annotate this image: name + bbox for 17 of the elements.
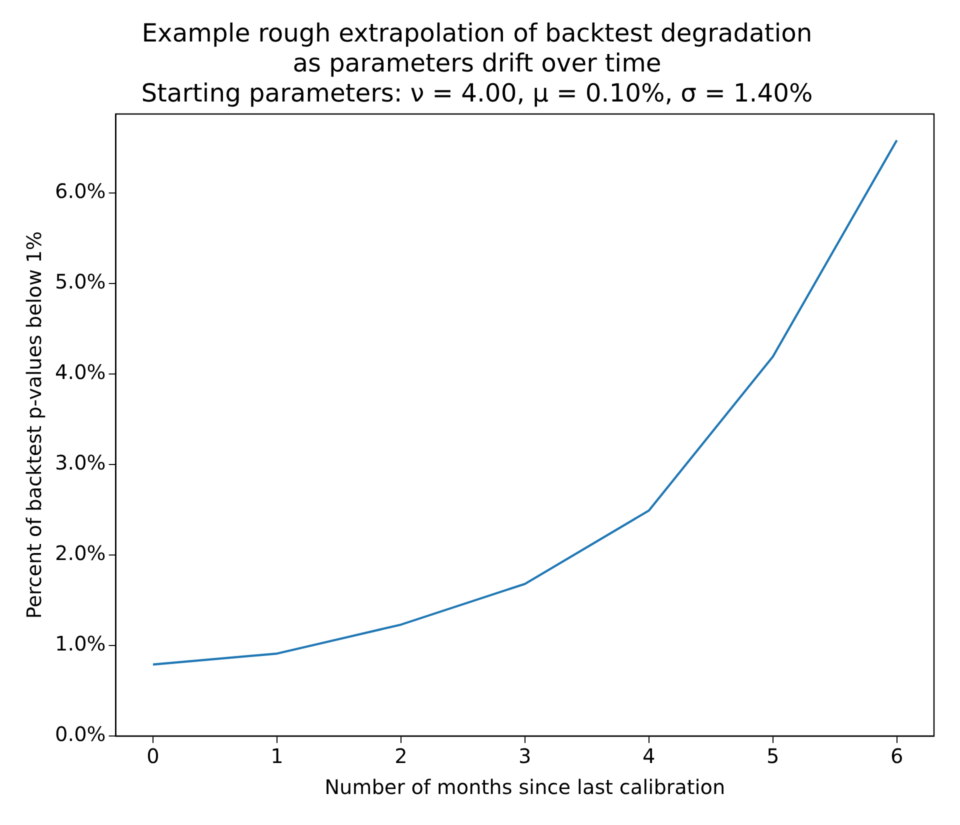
x-tick-label: 4 — [642, 744, 656, 768]
x-axis-title: Number of months since last calibration — [324, 775, 726, 800]
chart-title: Example rough extrapolation of backtest degradation as parameters drift over time Starting parameters: ν = 4.00, μ = 0.10%, σ = 1.40% — [141, 18, 813, 108]
x-tick-label: 6 — [890, 744, 904, 768]
y-tick-label: 5.0% — [55, 270, 106, 294]
x-tick-label: 0 — [146, 744, 160, 768]
y-tick-label: 0.0% — [55, 722, 106, 746]
x-tick-label: 1 — [270, 744, 284, 768]
y-tick-label: 4.0% — [55, 360, 106, 384]
y-tick-label: 3.0% — [55, 450, 106, 475]
x-tick-label: 5 — [766, 744, 780, 768]
y-tick-label: 6.0% — [55, 178, 106, 203]
y-tick-label: 1.0% — [55, 632, 106, 656]
x-tick-label: 3 — [518, 744, 532, 768]
y-axis-title: Percent of backtest p-values below 1% — [22, 231, 46, 619]
x-tick-label: 2 — [394, 744, 408, 768]
y-tick-label: 2.0% — [55, 541, 106, 566]
